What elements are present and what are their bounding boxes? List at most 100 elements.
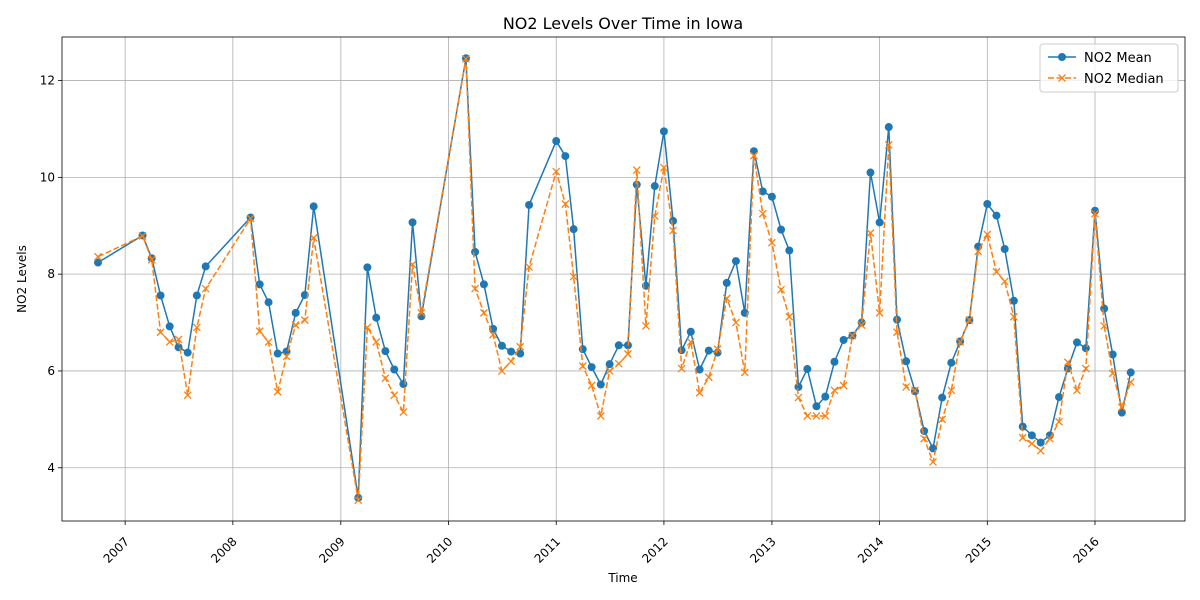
data-point <box>830 357 839 366</box>
y-tick-label: 10 <box>40 170 55 184</box>
data-point <box>1108 350 1117 359</box>
data-point <box>596 412 605 420</box>
data-point <box>174 343 183 352</box>
legend-item: NO2 Mean <box>1048 51 1152 66</box>
data-point <box>354 496 363 505</box>
data-point <box>785 312 794 321</box>
data-point <box>273 349 282 358</box>
y-tick-label: 6 <box>47 364 55 378</box>
data-point <box>516 349 525 358</box>
data-point <box>183 348 192 357</box>
data-point <box>794 382 803 391</box>
data-point <box>614 341 623 350</box>
data-point <box>587 363 596 372</box>
data-point <box>641 321 650 330</box>
data-point <box>497 341 506 350</box>
data-point <box>552 137 561 146</box>
data-point <box>1036 438 1045 447</box>
data-point <box>983 230 992 239</box>
data-point <box>291 308 300 317</box>
data-point <box>632 180 641 189</box>
data-point <box>1000 277 1009 286</box>
data-point <box>704 373 713 382</box>
data-point <box>174 335 183 344</box>
data-point <box>147 255 156 264</box>
data-point <box>1027 431 1036 440</box>
data-point <box>839 335 848 344</box>
data-point <box>938 393 947 402</box>
data-point <box>138 231 147 240</box>
data-point <box>974 247 983 256</box>
data-point <box>821 392 830 401</box>
data-point <box>363 323 372 332</box>
data-point <box>569 272 578 281</box>
data-point <box>767 192 776 201</box>
data-point <box>569 225 578 234</box>
data-point <box>1100 304 1109 313</box>
data-point <box>902 357 911 366</box>
legend-box <box>1039 43 1179 93</box>
data-point <box>866 168 875 177</box>
data-point <box>1009 296 1018 305</box>
data-point <box>183 391 192 400</box>
data-point <box>372 313 381 322</box>
data-point <box>821 412 830 420</box>
data-point <box>1091 209 1099 218</box>
data-point <box>605 367 614 375</box>
data-point <box>552 167 561 176</box>
data-point <box>731 318 740 327</box>
data-point <box>938 415 947 424</box>
data-point <box>956 337 965 346</box>
plot-frame <box>61 36 1186 522</box>
data-point <box>417 308 426 317</box>
x-axis-title: Time <box>607 571 637 585</box>
data-point <box>902 382 911 391</box>
legend-item: NO2 Median <box>1048 72 1164 87</box>
data-point <box>731 257 740 266</box>
data-point <box>516 342 525 351</box>
data-point <box>156 328 165 337</box>
data-point <box>911 386 919 395</box>
data-point <box>758 209 767 218</box>
data-point <box>255 280 264 289</box>
data-point <box>1063 358 1072 367</box>
data-point <box>614 359 623 368</box>
data-point <box>794 393 803 402</box>
data-point <box>695 388 704 397</box>
data-point <box>677 346 686 355</box>
data-point <box>479 308 488 317</box>
data-point <box>489 330 498 339</box>
data-point <box>857 318 866 327</box>
data-point <box>686 337 695 346</box>
data-point <box>264 337 273 346</box>
data-point <box>300 316 309 325</box>
y-tick-label: 4 <box>47 461 55 475</box>
data-point <box>777 225 786 234</box>
data-point <box>695 365 704 374</box>
data-point <box>192 291 201 300</box>
data-point <box>201 262 210 271</box>
data-point <box>1081 364 1090 373</box>
data-point <box>561 152 570 161</box>
data-point <box>740 368 749 377</box>
data-point <box>650 182 659 191</box>
data-point <box>803 365 812 374</box>
data-point <box>282 352 291 361</box>
data-point <box>507 347 516 356</box>
data-point <box>255 327 264 336</box>
data-point <box>857 321 866 329</box>
data-point <box>1117 403 1126 412</box>
data-point <box>839 381 848 390</box>
data-point <box>246 213 255 222</box>
data-point <box>777 285 786 294</box>
data-point <box>605 360 614 369</box>
data-point <box>578 362 587 371</box>
data-point <box>686 327 695 336</box>
data-point <box>803 412 812 420</box>
data-point <box>264 298 273 307</box>
data-point <box>1073 386 1081 395</box>
data-point <box>363 263 372 272</box>
data-point <box>669 226 678 235</box>
